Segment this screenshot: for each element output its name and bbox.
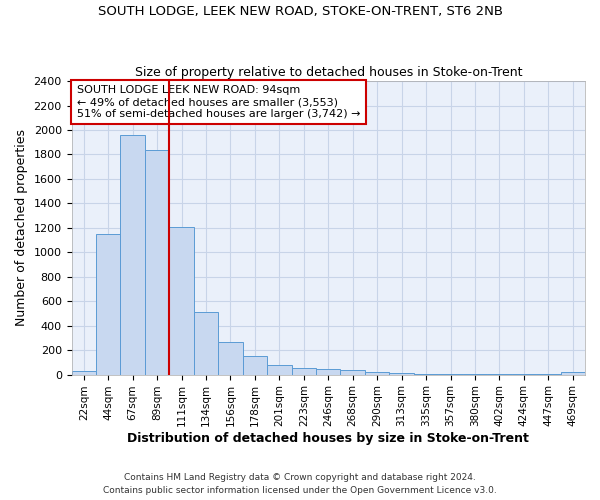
Bar (316, 369, 340, 374)
Y-axis label: Number of detached properties: Number of detached properties (15, 130, 28, 326)
X-axis label: Distribution of detached houses by size in Stoke-on-Trent: Distribution of detached houses by size … (127, 432, 529, 445)
Bar (560, 372, 585, 374)
Bar (365, 372, 389, 374)
Text: Contains HM Land Registry data © Crown copyright and database right 2024.
Contai: Contains HM Land Registry data © Crown c… (103, 474, 497, 495)
Bar (218, 342, 242, 374)
Bar (194, 312, 218, 374)
Bar (340, 370, 365, 374)
Bar (145, 150, 169, 374)
Bar (169, 226, 194, 374)
Text: SOUTH LODGE, LEEK NEW ROAD, STOKE-ON-TRENT, ST6 2NB: SOUTH LODGE, LEEK NEW ROAD, STOKE-ON-TRE… (97, 5, 503, 18)
Title: Size of property relative to detached houses in Stoke-on-Trent: Size of property relative to detached ho… (134, 66, 522, 78)
Bar (292, 368, 316, 374)
Bar (242, 356, 267, 374)
Bar (267, 365, 292, 374)
Bar (71, 371, 96, 374)
Bar (96, 234, 121, 374)
Bar (121, 135, 145, 374)
Text: SOUTH LODGE LEEK NEW ROAD: 94sqm
← 49% of detached houses are smaller (3,553)
51: SOUTH LODGE LEEK NEW ROAD: 94sqm ← 49% o… (77, 86, 360, 118)
Bar (389, 373, 414, 374)
